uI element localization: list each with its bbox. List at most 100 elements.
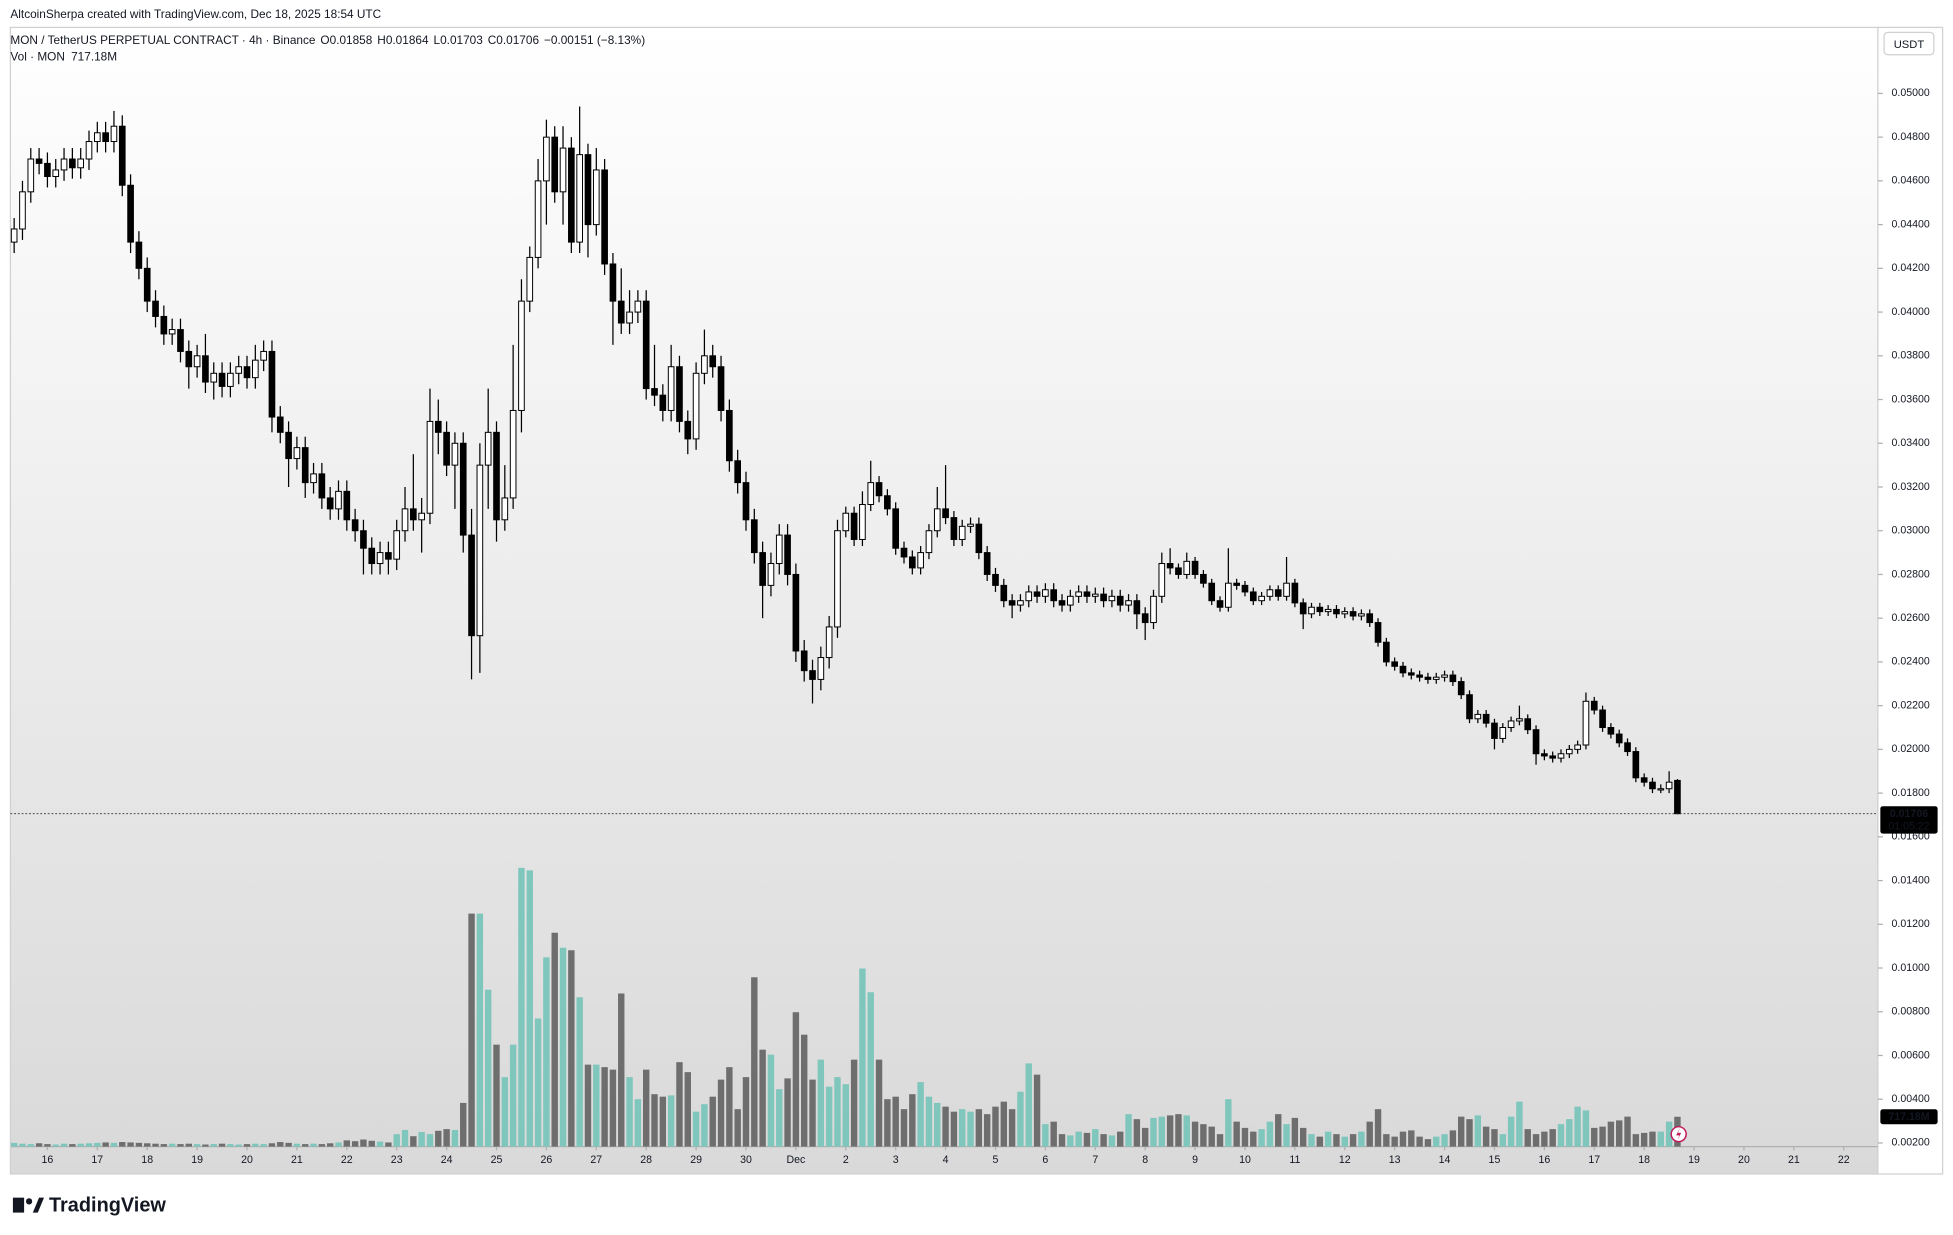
- y-tick-label: 0.02000: [1892, 743, 1930, 755]
- y-tick-label: 0.02600: [1892, 612, 1930, 624]
- legend-header: MON / TetherUS PERPETUAL CONTRACT · 4h ·…: [10, 33, 645, 63]
- volume-bar: [418, 1132, 425, 1147]
- candle-body: [892, 508, 900, 549]
- volume-bar: [1175, 1114, 1182, 1147]
- volume-bar: [842, 1084, 849, 1147]
- x-tick-label: 15: [1489, 1154, 1501, 1166]
- volume-bar: [1067, 1135, 1074, 1147]
- volume-bar: [817, 1059, 825, 1147]
- volume-bar: [177, 1144, 184, 1147]
- volume-bar: [1408, 1130, 1415, 1147]
- candle-body: [509, 409, 517, 499]
- volume-bar: [942, 1106, 949, 1147]
- candle-body: [1017, 600, 1024, 606]
- candle-body: [260, 350, 267, 361]
- candle-body: [143, 267, 151, 302]
- volume-bar: [934, 1102, 941, 1147]
- logo-icon: [12, 1197, 25, 1213]
- candle-body: [1366, 613, 1374, 624]
- volume-bar: [376, 1141, 384, 1147]
- volume-bar: [293, 1143, 301, 1147]
- volume-bar: [526, 870, 533, 1147]
- candle-body: [1166, 563, 1174, 569]
- candle-body: [1241, 584, 1249, 593]
- plot: [10, 106, 1681, 1147]
- candle-body: [642, 300, 650, 390]
- volume-bar: [69, 1144, 76, 1147]
- candle-body: [1183, 560, 1191, 575]
- last-price-badge: [1880, 806, 1938, 834]
- candle-body: [1383, 641, 1390, 663]
- candle-body: [1441, 674, 1448, 678]
- candle-body: [1225, 582, 1232, 608]
- candle-body: [1615, 733, 1623, 744]
- y-tick-label: 0.01000: [1892, 962, 1930, 974]
- candle-body: [676, 366, 683, 422]
- candle-body: [609, 263, 617, 302]
- volume-bar: [975, 1109, 983, 1147]
- candle-body: [1416, 674, 1423, 678]
- candle-body: [1033, 591, 1041, 597]
- volume-bar: [759, 1049, 766, 1147]
- volume-bar: [426, 1134, 434, 1147]
- volume-bar: [443, 1129, 450, 1147]
- volume-bar: [210, 1144, 217, 1147]
- candle-body: [709, 355, 717, 368]
- volume-bar: [1000, 1101, 1008, 1147]
- candle-body: [967, 523, 974, 527]
- candle-body: [1316, 606, 1324, 613]
- candle-body: [659, 394, 667, 411]
- candle-body: [1341, 611, 1349, 615]
- volume-bar: [1649, 1131, 1656, 1147]
- volume-bar: [717, 1079, 725, 1147]
- candle-body: [617, 300, 625, 324]
- candle-body: [27, 158, 35, 193]
- frame: [9, 26, 1944, 1175]
- logo-text: TradingView: [49, 1195, 166, 1217]
- x-tick-label: 5: [993, 1154, 999, 1166]
- candle-body: [875, 482, 883, 497]
- y-tick-label: 0.04200: [1892, 262, 1930, 274]
- candle-body: [1474, 713, 1482, 720]
- candle-body: [434, 420, 442, 433]
- candle-body: [1008, 600, 1016, 606]
- x-tick-label: 14: [1439, 1154, 1451, 1166]
- candle-body: [293, 447, 301, 460]
- candle-body: [834, 530, 841, 628]
- candle-body: [152, 300, 159, 317]
- candle-body: [1042, 589, 1049, 597]
- volume-bar: [559, 947, 567, 1147]
- y-tick-label: 0.01600: [1892, 831, 1930, 843]
- volume-bar: [1083, 1132, 1091, 1147]
- candle-body: [543, 136, 550, 182]
- volume-bar: [1366, 1121, 1373, 1147]
- volume-bar: [385, 1142, 392, 1147]
- currency-box[interactable]: [1883, 31, 1935, 56]
- candle-body: [1607, 727, 1615, 735]
- volume-bar: [94, 1142, 101, 1147]
- candle-body: [1574, 744, 1581, 750]
- volume-bar: [917, 1082, 924, 1147]
- volume-bar: [1150, 1117, 1157, 1147]
- volume-bar: [44, 1144, 51, 1147]
- candle-body: [701, 355, 708, 374]
- volume-bar: [351, 1141, 359, 1147]
- candle-body: [917, 552, 924, 569]
- volume-bar: [875, 1059, 883, 1147]
- volume-bar: [1033, 1074, 1041, 1147]
- x-tick-label: 27: [590, 1154, 602, 1166]
- volume-bar: [1474, 1115, 1482, 1147]
- candle-body: [285, 431, 292, 460]
- volume-bar: [892, 1096, 899, 1147]
- volume-bar: [1283, 1124, 1290, 1147]
- volume-bar: [1050, 1121, 1057, 1147]
- volume-bar: [959, 1109, 966, 1147]
- candle-body: [1175, 567, 1182, 575]
- candle-body: [1274, 589, 1282, 597]
- candle-body: [1491, 722, 1498, 739]
- candle-body: [227, 372, 234, 387]
- volume-bar: [659, 1096, 667, 1147]
- volume-bar: [1616, 1120, 1623, 1147]
- candle-body: [135, 241, 143, 269]
